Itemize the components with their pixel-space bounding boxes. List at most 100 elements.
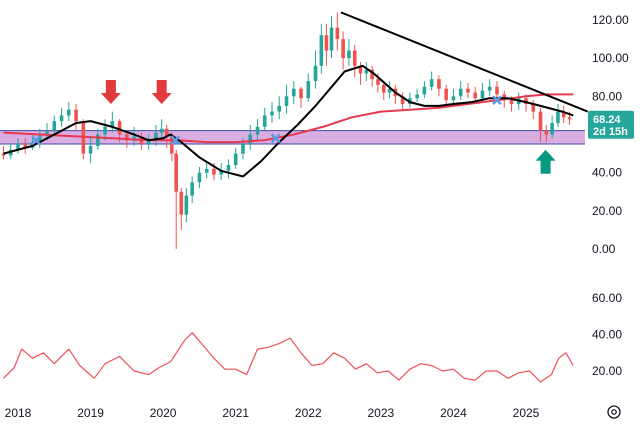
candle-body <box>509 100 514 104</box>
candle <box>262 107 267 131</box>
cross-marker <box>270 133 281 144</box>
candle-body <box>381 84 386 93</box>
candle-body <box>197 172 202 183</box>
candle-body <box>110 121 115 127</box>
candle <box>335 12 340 51</box>
descending-trendline[interactable] <box>340 11 589 113</box>
candle <box>154 124 158 146</box>
candle <box>495 81 499 101</box>
candle-body <box>233 153 238 166</box>
candle-body <box>299 88 303 99</box>
sell-arrow-down-icon <box>151 79 172 104</box>
price-axis-tick: 0.00 <box>592 242 616 256</box>
candle <box>74 103 78 131</box>
candle <box>313 50 318 89</box>
candle <box>422 81 427 99</box>
candle-body <box>352 50 357 66</box>
time-axis[interactable]: 2018 2019 2020 2021 2022 2023 2024 2025 <box>5 406 540 420</box>
candle <box>319 23 324 74</box>
candle <box>387 81 392 99</box>
candle-body <box>335 27 340 40</box>
candle-body <box>117 121 122 135</box>
candle-body <box>458 88 463 97</box>
oscillator-line <box>3 332 574 383</box>
candle <box>341 31 345 70</box>
candle <box>174 149 179 249</box>
candle-body <box>262 115 267 127</box>
candle <box>437 75 441 97</box>
candle-body <box>319 35 324 66</box>
candle-body <box>364 69 369 74</box>
candle-body <box>306 81 311 99</box>
candle <box>190 176 194 204</box>
candle-body <box>451 96 456 101</box>
last-price-tag-background <box>588 110 634 139</box>
candle-body <box>284 96 289 106</box>
candle-body <box>248 134 253 145</box>
candle-body <box>422 86 427 95</box>
slow-moving-average-line <box>3 93 574 144</box>
candle-body <box>400 96 405 104</box>
cross-marker-stroke <box>492 95 502 106</box>
candle-body <box>270 111 274 116</box>
candle-body <box>88 145 93 154</box>
candle-body <box>387 88 392 93</box>
cross-marker-stroke <box>31 135 42 146</box>
candle <box>561 105 566 124</box>
candle-body <box>538 111 543 131</box>
time-axis-tick: 2023 <box>368 406 395 420</box>
sell-arrow-down-icon <box>100 79 121 104</box>
price-axis-tick: 100.00 <box>592 51 629 65</box>
chart-settings-button[interactable] <box>607 405 621 419</box>
candle-body <box>347 50 351 59</box>
time-axis-tick: 2020 <box>150 406 177 420</box>
candle-body <box>23 144 28 148</box>
candle <box>487 79 492 97</box>
candle-body <box>52 121 57 131</box>
candle <box>67 102 71 122</box>
candle-body <box>219 170 223 175</box>
time-axis-tick: 2024 <box>440 406 467 420</box>
fast-moving-average-line <box>3 64 574 178</box>
candle-body <box>255 126 260 135</box>
candle <box>451 88 456 104</box>
candle-body <box>550 123 554 135</box>
candle-body <box>556 111 560 124</box>
candle-body <box>132 136 136 141</box>
candle <box>255 119 260 141</box>
candle <box>291 81 296 104</box>
candle <box>88 136 93 164</box>
candle <box>364 61 369 82</box>
oscillator-pane[interactable] <box>3 332 574 383</box>
candle-body <box>170 136 174 154</box>
time-axis-tick: 2025 <box>513 406 540 420</box>
candle <box>284 84 289 114</box>
candle <box>544 124 549 143</box>
candle-body <box>495 86 499 95</box>
indicator-lines-layer <box>3 11 589 178</box>
candle <box>81 119 86 160</box>
candle-body <box>291 88 296 97</box>
candle <box>59 107 64 127</box>
candle-body <box>174 153 179 192</box>
candle-body <box>567 117 572 120</box>
candle-body <box>437 79 441 89</box>
candle-body <box>329 27 334 51</box>
candle-body <box>179 191 184 215</box>
time-axis-tick: 2019 <box>77 406 104 420</box>
candle-body <box>429 79 434 87</box>
gear-icon <box>607 405 621 419</box>
bar-countdown: 2d 15h <box>593 126 628 138</box>
candle-body <box>358 65 363 74</box>
candle <box>306 73 311 103</box>
time-axis-tick: 2021 <box>222 406 249 420</box>
candle-body <box>324 35 329 51</box>
candle <box>16 138 20 154</box>
price-pane[interactable] <box>1 11 589 249</box>
candle-body <box>415 94 419 99</box>
candle-body <box>531 103 536 112</box>
candle <box>329 16 334 59</box>
candle <box>233 147 238 169</box>
oscillator-axis[interactable]: 60.00 40.00 20.00 <box>592 291 622 378</box>
